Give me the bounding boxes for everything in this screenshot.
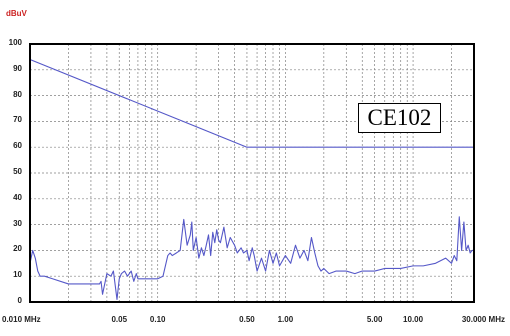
limit-trace xyxy=(29,58,474,148)
x-tick-label: 0.50 xyxy=(239,315,255,324)
plot-frame xyxy=(29,43,475,303)
x-tick-label: 10.00 xyxy=(403,315,424,324)
y-tick-label: 80 xyxy=(13,89,22,99)
y-axis-unit-label: dBuV xyxy=(6,9,27,18)
x-tick-label: 0.010 MHz xyxy=(2,315,41,324)
x-tick-label: 30.000 MHz xyxy=(461,315,505,324)
x-tick-label: 1.00 xyxy=(277,315,294,324)
limit-annotation-label: CE102 xyxy=(358,103,441,133)
x-tick-label: 0.05 xyxy=(111,315,128,324)
y-tick-label: 50 xyxy=(13,167,22,176)
y-tick-label: 60 xyxy=(13,141,22,151)
x-tick-label: 5.00 xyxy=(366,315,383,324)
y-tick-label: 40 xyxy=(13,192,22,202)
emission-trace xyxy=(29,216,474,300)
y-tick-label: 100 xyxy=(8,38,22,47)
x-tick-label: 0.10 xyxy=(149,315,166,324)
y-tick-label: 20 xyxy=(13,244,22,254)
grid-layer xyxy=(30,44,474,302)
y-tick-label: 0 xyxy=(17,296,22,305)
y-tick-label: 70 xyxy=(13,115,22,125)
trace-layer xyxy=(29,58,474,300)
y-tick-label: 10 xyxy=(13,270,22,280)
y-tick-label: 30 xyxy=(13,218,22,228)
y-tick-label: 90 xyxy=(13,63,22,73)
